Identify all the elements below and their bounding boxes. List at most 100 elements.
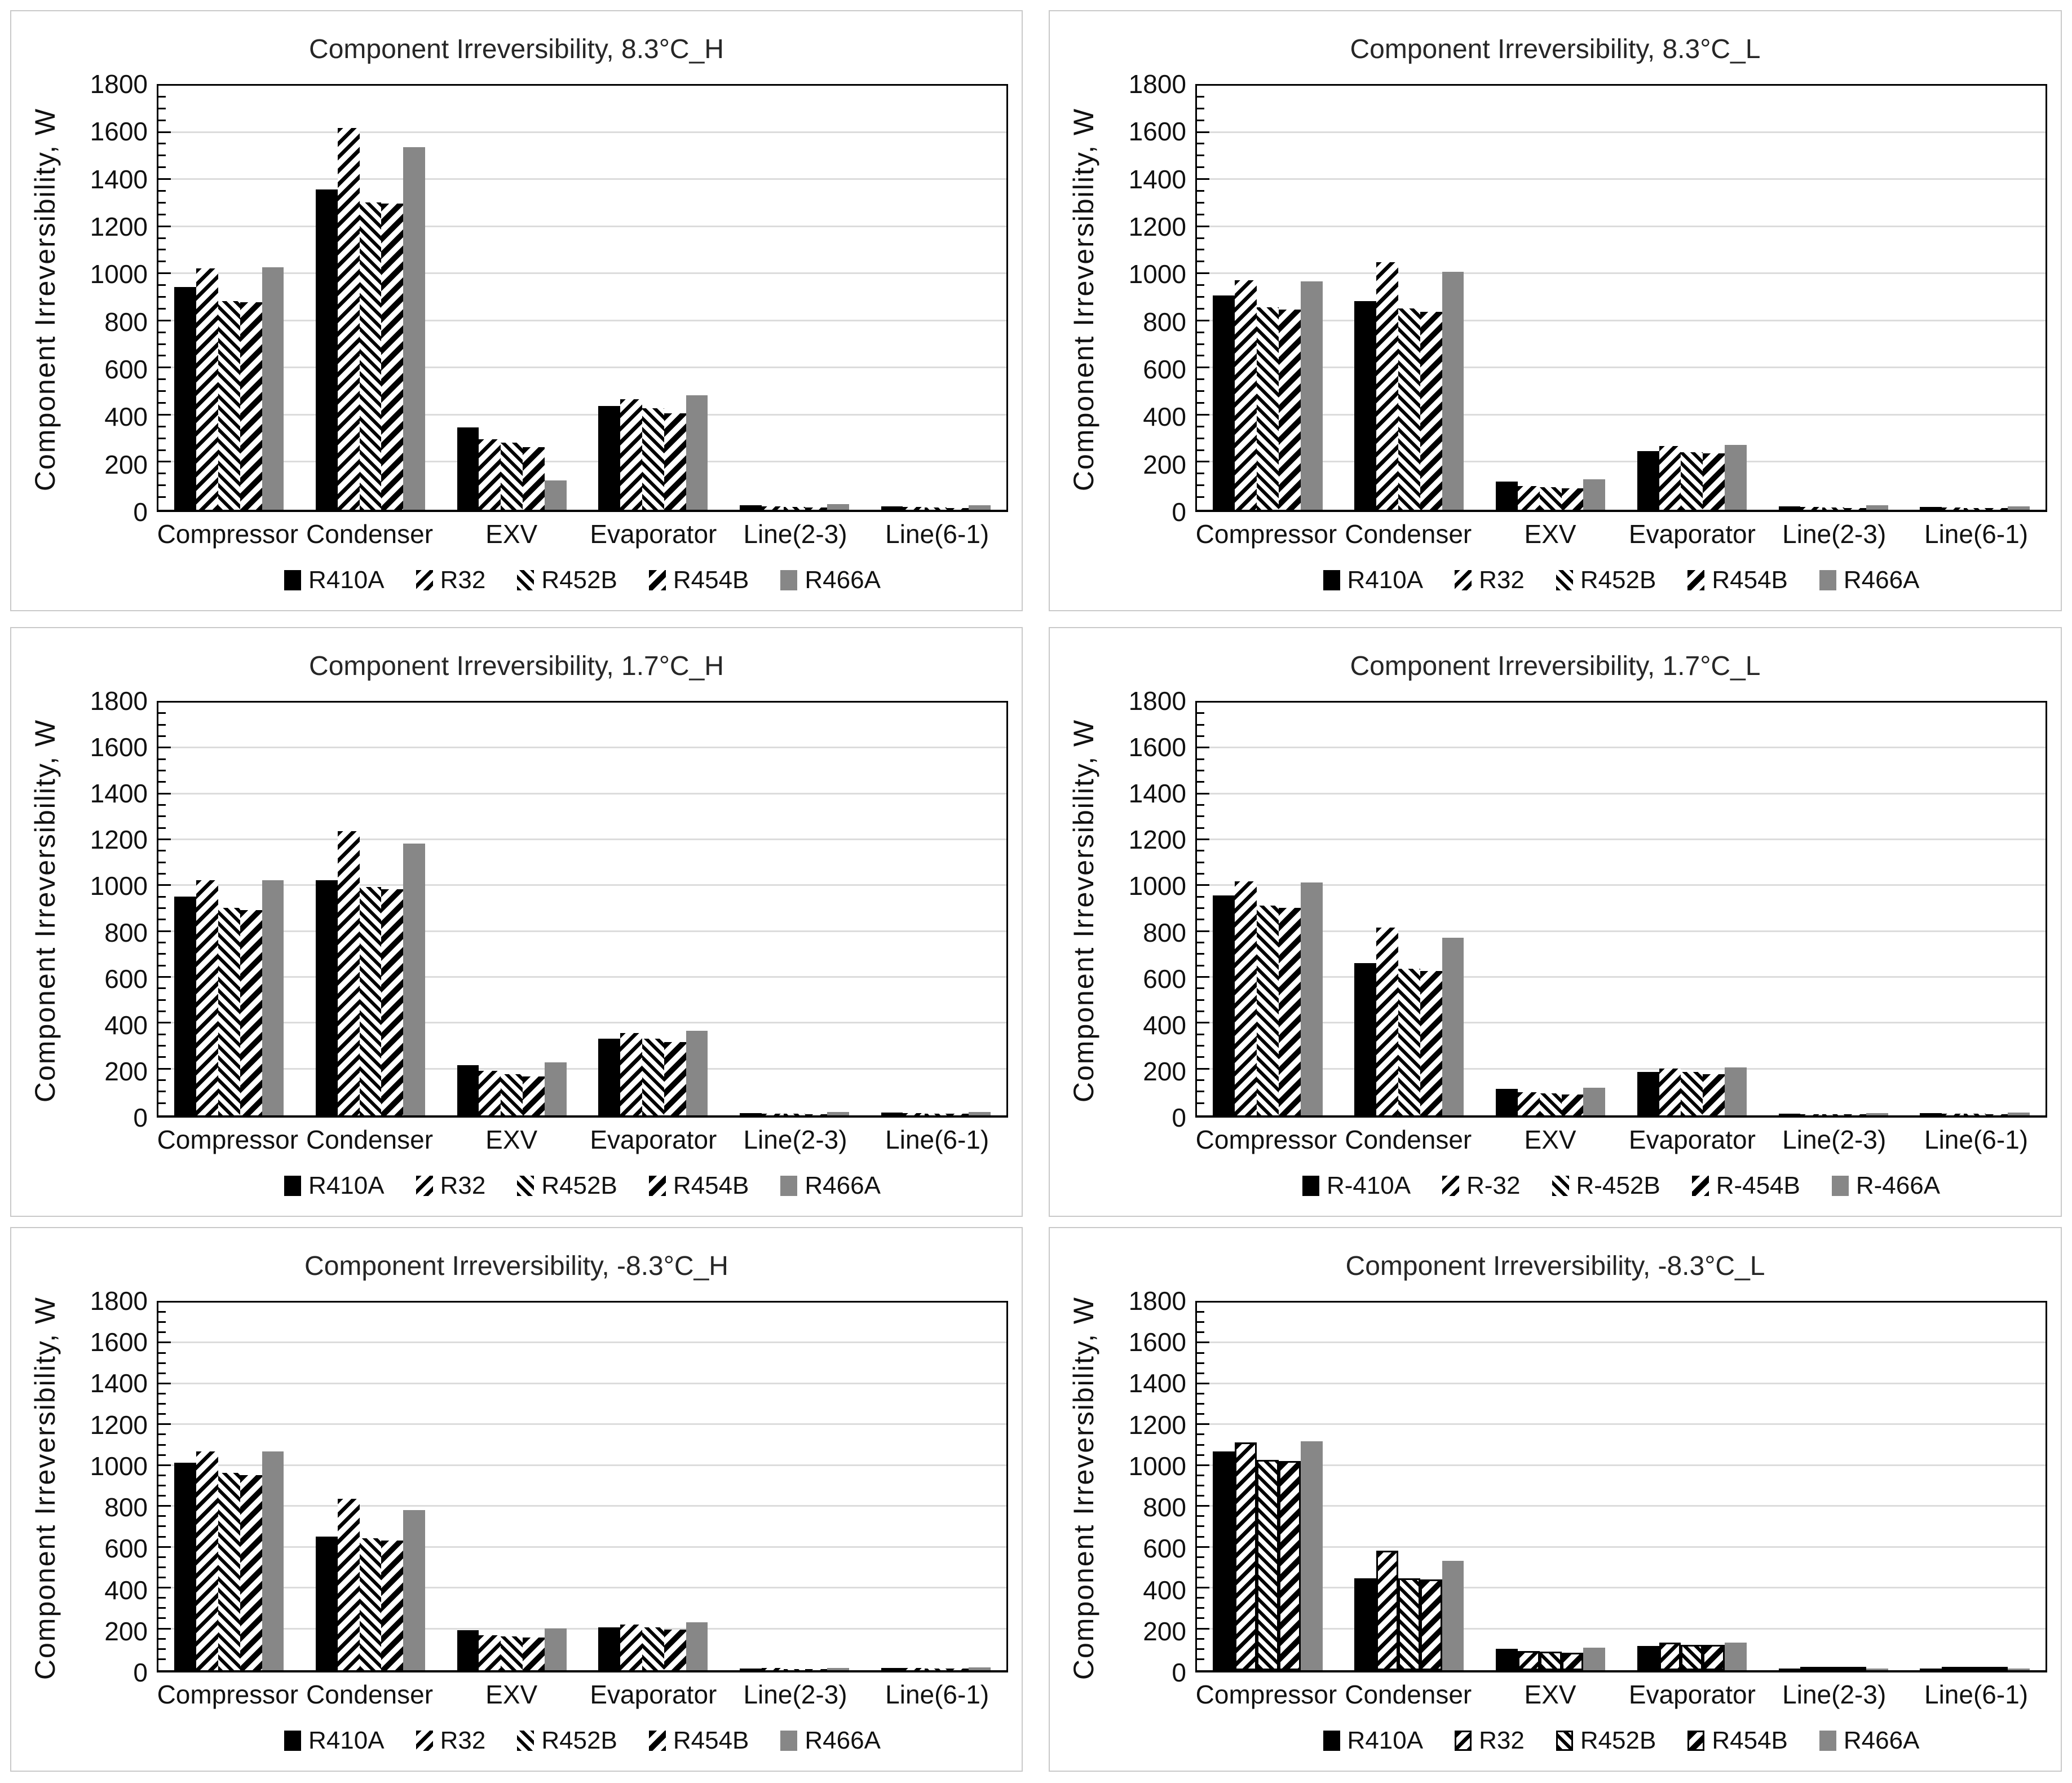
- y-axis-title: Component Irreversibility, W: [17, 1296, 73, 1765]
- legend-label: R452B: [1580, 566, 1656, 594]
- y-axis-tick-mark: [1197, 987, 1204, 990]
- y-axis-tick-mark: [158, 723, 166, 726]
- legend-swatch-icon: [1687, 1731, 1705, 1751]
- x-category-label: Evaporator: [590, 1680, 717, 1709]
- y-axis-tick-labels: 1800 1600 1400 1200 1000 800 600 400 200 0: [1112, 686, 1195, 1132]
- gridline: [1197, 367, 2046, 369]
- legend-swatch-icon: [780, 1731, 798, 1751]
- y-axis-tick-mark: [1197, 1102, 1204, 1104]
- bar-r454b-line-6-1-: [947, 507, 969, 510]
- chart-title: Component Irreversibility, 8.3°C_L: [1350, 34, 1761, 64]
- legend-swatch-icon: [1687, 570, 1705, 590]
- y-tick-label: 1000: [1128, 871, 1186, 901]
- y-axis-tick-mark: [1197, 1444, 1204, 1446]
- legend-item-r454b: R-454B: [1691, 1172, 1800, 1200]
- chart-body: Component Irreversibility, W 1800 1600 140…: [1050, 682, 2061, 1216]
- y-tick-label: 1000: [90, 871, 148, 901]
- bar-r32-line-6-1-: [1942, 507, 1964, 510]
- y-axis-tick-mark: [1197, 781, 1204, 783]
- y-axis-title-text: Component Irreversibility, W: [29, 107, 61, 491]
- y-axis-tick-mark: [158, 1556, 166, 1558]
- chart-title: Component Irreversibility, 8.3°C_H: [309, 34, 724, 64]
- bar-r32-evaporator: [620, 1624, 642, 1670]
- bar-group-evaporator: [1621, 1303, 1762, 1670]
- bar-r454b-line-6-1-: [947, 1113, 969, 1115]
- gridline: [158, 1464, 1006, 1466]
- chart-body: Component Irreversibility, W 1800 1600 140…: [11, 65, 1022, 610]
- y-tick-label: 1600: [1128, 732, 1186, 762]
- y-axis-tick-mark: [158, 1403, 166, 1405]
- y-axis-tick-mark: [158, 781, 166, 783]
- y-axis-tick-mark: [158, 758, 166, 760]
- y-axis-tick-mark: [1197, 155, 1204, 157]
- bar-r410a-line-2-3-: [1778, 1669, 1801, 1670]
- y-tick-label: 1000: [90, 1451, 148, 1481]
- x-category-label: Line(6-1): [885, 1680, 989, 1709]
- y-axis-tick-mark: [158, 355, 166, 357]
- y-axis-tick-mark: [1197, 402, 1204, 404]
- bar-r466a-line-2-3-: [827, 1111, 850, 1115]
- bar-r466a-line-6-1-: [2007, 1113, 2030, 1115]
- y-axis-tick-mark: [1197, 964, 1204, 966]
- legend-label: R410A: [1347, 1727, 1424, 1754]
- y-axis-tick-mark: [1197, 1648, 1204, 1650]
- y-axis-title: Component Irreversibility, W: [17, 84, 73, 604]
- y-axis-tick-mark: [158, 296, 166, 298]
- bar-r32-exv: [1517, 486, 1540, 510]
- bar-group-exv: [1480, 703, 1622, 1115]
- y-axis-tick-mark: [158, 1454, 166, 1456]
- legend-label: R32: [1479, 566, 1525, 594]
- chart-panel-8-3C-L: Component Irreversibility, 8.3°C_L Compo…: [1049, 10, 2062, 611]
- bar-r32-evaporator: [1659, 446, 1681, 510]
- y-axis-tick-mark: [158, 213, 166, 215]
- legend-label: R466A: [805, 1727, 881, 1754]
- y-axis-tick-mark: [1197, 461, 1209, 463]
- bar-r410a-line-2-3-: [739, 505, 762, 510]
- bar-group-line-2-3-: [724, 703, 865, 1115]
- bar-r466a-condenser: [403, 1510, 426, 1670]
- chart-title: Component Irreversibility, 1.7°C_H: [309, 651, 724, 681]
- gridline: [158, 131, 1006, 133]
- chart-body: Component Irreversibility, W 1800 1600 140…: [1050, 1282, 2061, 1771]
- y-axis-tick-mark: [158, 449, 166, 451]
- legend-swatch-icon: [648, 1176, 666, 1196]
- y-axis-tick-mark: [1197, 1658, 1204, 1660]
- y-axis-tick-mark: [158, 95, 166, 98]
- legend-item-r410a: R410A: [284, 1172, 385, 1200]
- bar-r454b-condenser: [1420, 312, 1442, 510]
- y-axis-tick-mark: [158, 976, 171, 978]
- y-axis-tick-mark: [1197, 1341, 1209, 1344]
- y-tick-label: 1200: [1128, 212, 1186, 241]
- bar-r410a-condenser: [1354, 301, 1376, 510]
- y-axis-tick-mark: [158, 461, 171, 463]
- bar-r32-line-6-1-: [903, 507, 925, 510]
- bar-r454b-evaporator: [664, 413, 686, 510]
- legend-item-r466a: R466A: [780, 1727, 881, 1755]
- y-axis-tick-mark: [1197, 1597, 1204, 1599]
- bar-r452b-line-2-3-: [783, 1669, 806, 1670]
- y-axis-tick-mark: [158, 225, 171, 227]
- bar-r410a-line-6-1-: [881, 1667, 903, 1670]
- plot-wrapper: Compressor Condenser EXV Evaporator Line(2-3…: [157, 84, 1008, 604]
- gridline: [158, 838, 1006, 840]
- legend-label: R32: [440, 1727, 486, 1754]
- y-axis-tick-mark: [1197, 758, 1204, 760]
- y-axis-tick-mark: [1197, 355, 1204, 357]
- bar-group-line-6-1-: [1904, 1303, 2046, 1670]
- bar-r32-exv: [1517, 1650, 1540, 1670]
- bar-r454b-condenser: [1420, 970, 1442, 1115]
- y-axis-tick-mark: [158, 272, 171, 275]
- bar-r452b-line-2-3-: [783, 1113, 806, 1115]
- bar-r410a-line-2-3-: [739, 1113, 762, 1115]
- y-tick-label: 1800: [90, 686, 148, 716]
- y-tick-label: 600: [1143, 1534, 1186, 1564]
- y-tick-label: 400: [1143, 1010, 1186, 1040]
- y-tick-label: 200: [1143, 449, 1186, 479]
- gridline: [158, 747, 1006, 749]
- y-axis-tick-mark: [1197, 1495, 1204, 1497]
- legend-item-r452b: R-452B: [1552, 1172, 1660, 1200]
- legend-swatch-icon: [1691, 1176, 1709, 1196]
- bar-r466a-line-2-3-: [827, 1668, 850, 1670]
- gridline: [1197, 1546, 2046, 1548]
- bar-r32-exv: [479, 439, 501, 510]
